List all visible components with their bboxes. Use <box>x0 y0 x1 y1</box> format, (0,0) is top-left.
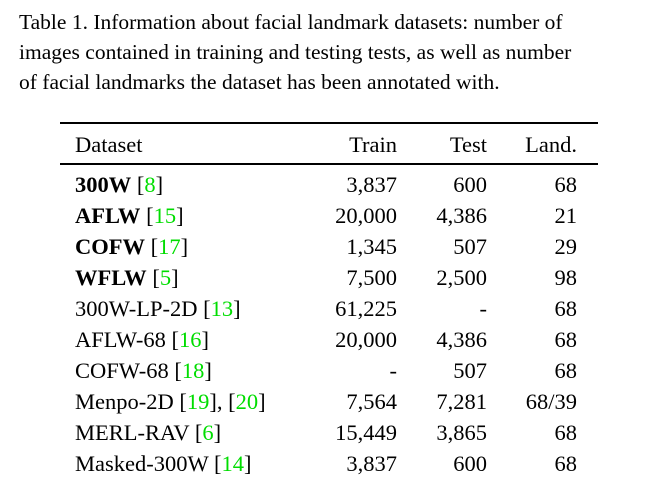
land-cell: 68/39 <box>525 389 577 414</box>
test-cell: 507 <box>453 234 487 259</box>
citation-link[interactable]: 20 <box>235 389 259 414</box>
dataset-cell: COFW-68 [18] <box>75 358 212 383</box>
train-cell: 7,564 <box>346 389 397 414</box>
dataset-cell: 300W [8] <box>75 172 164 197</box>
land-cell: 68 <box>554 451 578 476</box>
land-cell: 21 <box>554 203 578 228</box>
dataset-name: COFW <box>75 234 145 259</box>
land-cell: 68 <box>554 327 578 352</box>
mid-rule <box>60 163 598 165</box>
table-row: AFLW [15] 20,000 4,386 21 <box>0 202 658 230</box>
table-row: 300W-LP-2D [13] 61,225 - 68 <box>0 295 658 323</box>
table-caption-line: of facial landmarks the dataset has been… <box>19 70 500 94</box>
train-cell: - <box>389 358 398 383</box>
dataset-cell: Menpo-2D [19], [20] <box>75 389 266 414</box>
citation-link[interactable]: 17 <box>158 234 181 259</box>
dataset-name: MERL-RAV <box>75 420 190 445</box>
test-cell: 600 <box>453 451 487 476</box>
train-cell: 1,345 <box>346 234 397 259</box>
test-cell: 600 <box>453 172 487 197</box>
table-header: Dataset Train Test Land. <box>0 131 658 159</box>
citation-link[interactable]: 18 <box>181 358 205 383</box>
land-cell: 68 <box>554 420 578 445</box>
dataset-cell: MERL-RAV [6] <box>75 420 222 445</box>
header-land: Land. <box>525 132 577 157</box>
dataset-name: WFLW <box>75 265 147 290</box>
dataset-cell: 300W-LP-2D [13] <box>75 296 241 321</box>
table-row: COFW [17] 1,345 507 29 <box>0 233 658 261</box>
table-row: Masked-300W [14] 3,837 600 68 <box>0 450 658 478</box>
dataset-cell: COFW [17] <box>75 234 189 259</box>
train-cell: 20,000 <box>335 203 397 228</box>
land-cell: 68 <box>554 358 578 383</box>
train-cell: 15,449 <box>335 420 397 445</box>
citation-link[interactable]: 16 <box>178 327 202 352</box>
dataset-cell: Masked-300W [14] <box>75 451 252 476</box>
header-train: Train <box>349 132 397 157</box>
dataset-name: 300W <box>75 172 132 197</box>
citation-link[interactable]: 5 <box>159 265 172 290</box>
table-row: MERL-RAV [6] 15,449 3,865 68 <box>0 419 658 447</box>
test-cell: 3,865 <box>436 420 487 445</box>
dataset-name: AFLW-68 <box>75 327 166 352</box>
test-cell: 7,281 <box>436 389 487 414</box>
land-cell: 98 <box>554 265 578 290</box>
table-row: WFLW [5] 7,500 2,500 98 <box>0 264 658 292</box>
citation-link[interactable]: 13 <box>210 296 234 321</box>
citation-link[interactable]: 15 <box>153 203 177 228</box>
top-rule <box>60 122 598 124</box>
dataset-name: Masked-300W <box>75 451 209 476</box>
header-test: Test <box>449 132 487 157</box>
citation-link[interactable]: 8 <box>144 172 156 197</box>
dataset-cell: AFLW [15] <box>75 203 184 228</box>
test-cell: 4,386 <box>436 203 487 228</box>
table-row: COFW-68 [18] - 507 68 <box>0 357 658 385</box>
table-caption-line: Table 1. Information about facial landma… <box>19 10 563 34</box>
header-dataset: Dataset <box>75 132 143 157</box>
land-cell: 68 <box>554 172 578 197</box>
test-cell: - <box>479 296 488 321</box>
train-cell: 61,225 <box>335 296 397 321</box>
dataset-cell: AFLW-68 [16] <box>75 327 209 352</box>
citation-link[interactable]: 6 <box>202 420 214 445</box>
citation-link[interactable]: 19 <box>186 389 210 414</box>
test-cell: 4,386 <box>436 327 487 352</box>
train-cell: 3,837 <box>346 451 397 476</box>
citation-link[interactable]: 14 <box>221 451 244 476</box>
dataset-cell: WFLW [5] <box>75 265 179 290</box>
table-row: AFLW-68 [16] 20,000 4,386 68 <box>0 326 658 354</box>
land-cell: 29 <box>554 234 578 259</box>
train-cell: 20,000 <box>335 327 397 352</box>
table-row: 300W [8] 3,837 600 68 <box>0 171 658 199</box>
test-cell: 507 <box>453 358 487 383</box>
table-row: Menpo-2D [19], [20] 7,564 7,281 68/39 <box>0 388 658 416</box>
test-cell: 2,500 <box>436 265 487 290</box>
table-caption-line: images contained in training and testing… <box>19 40 572 64</box>
dataset-name: COFW-68 <box>75 358 169 383</box>
land-cell: 68 <box>554 296 578 321</box>
dataset-name: 300W-LP-2D <box>75 296 198 321</box>
dataset-name: AFLW <box>75 203 141 228</box>
train-cell: 7,500 <box>346 265 397 290</box>
dataset-name: Menpo-2D <box>75 389 174 414</box>
train-cell: 3,837 <box>346 172 397 197</box>
